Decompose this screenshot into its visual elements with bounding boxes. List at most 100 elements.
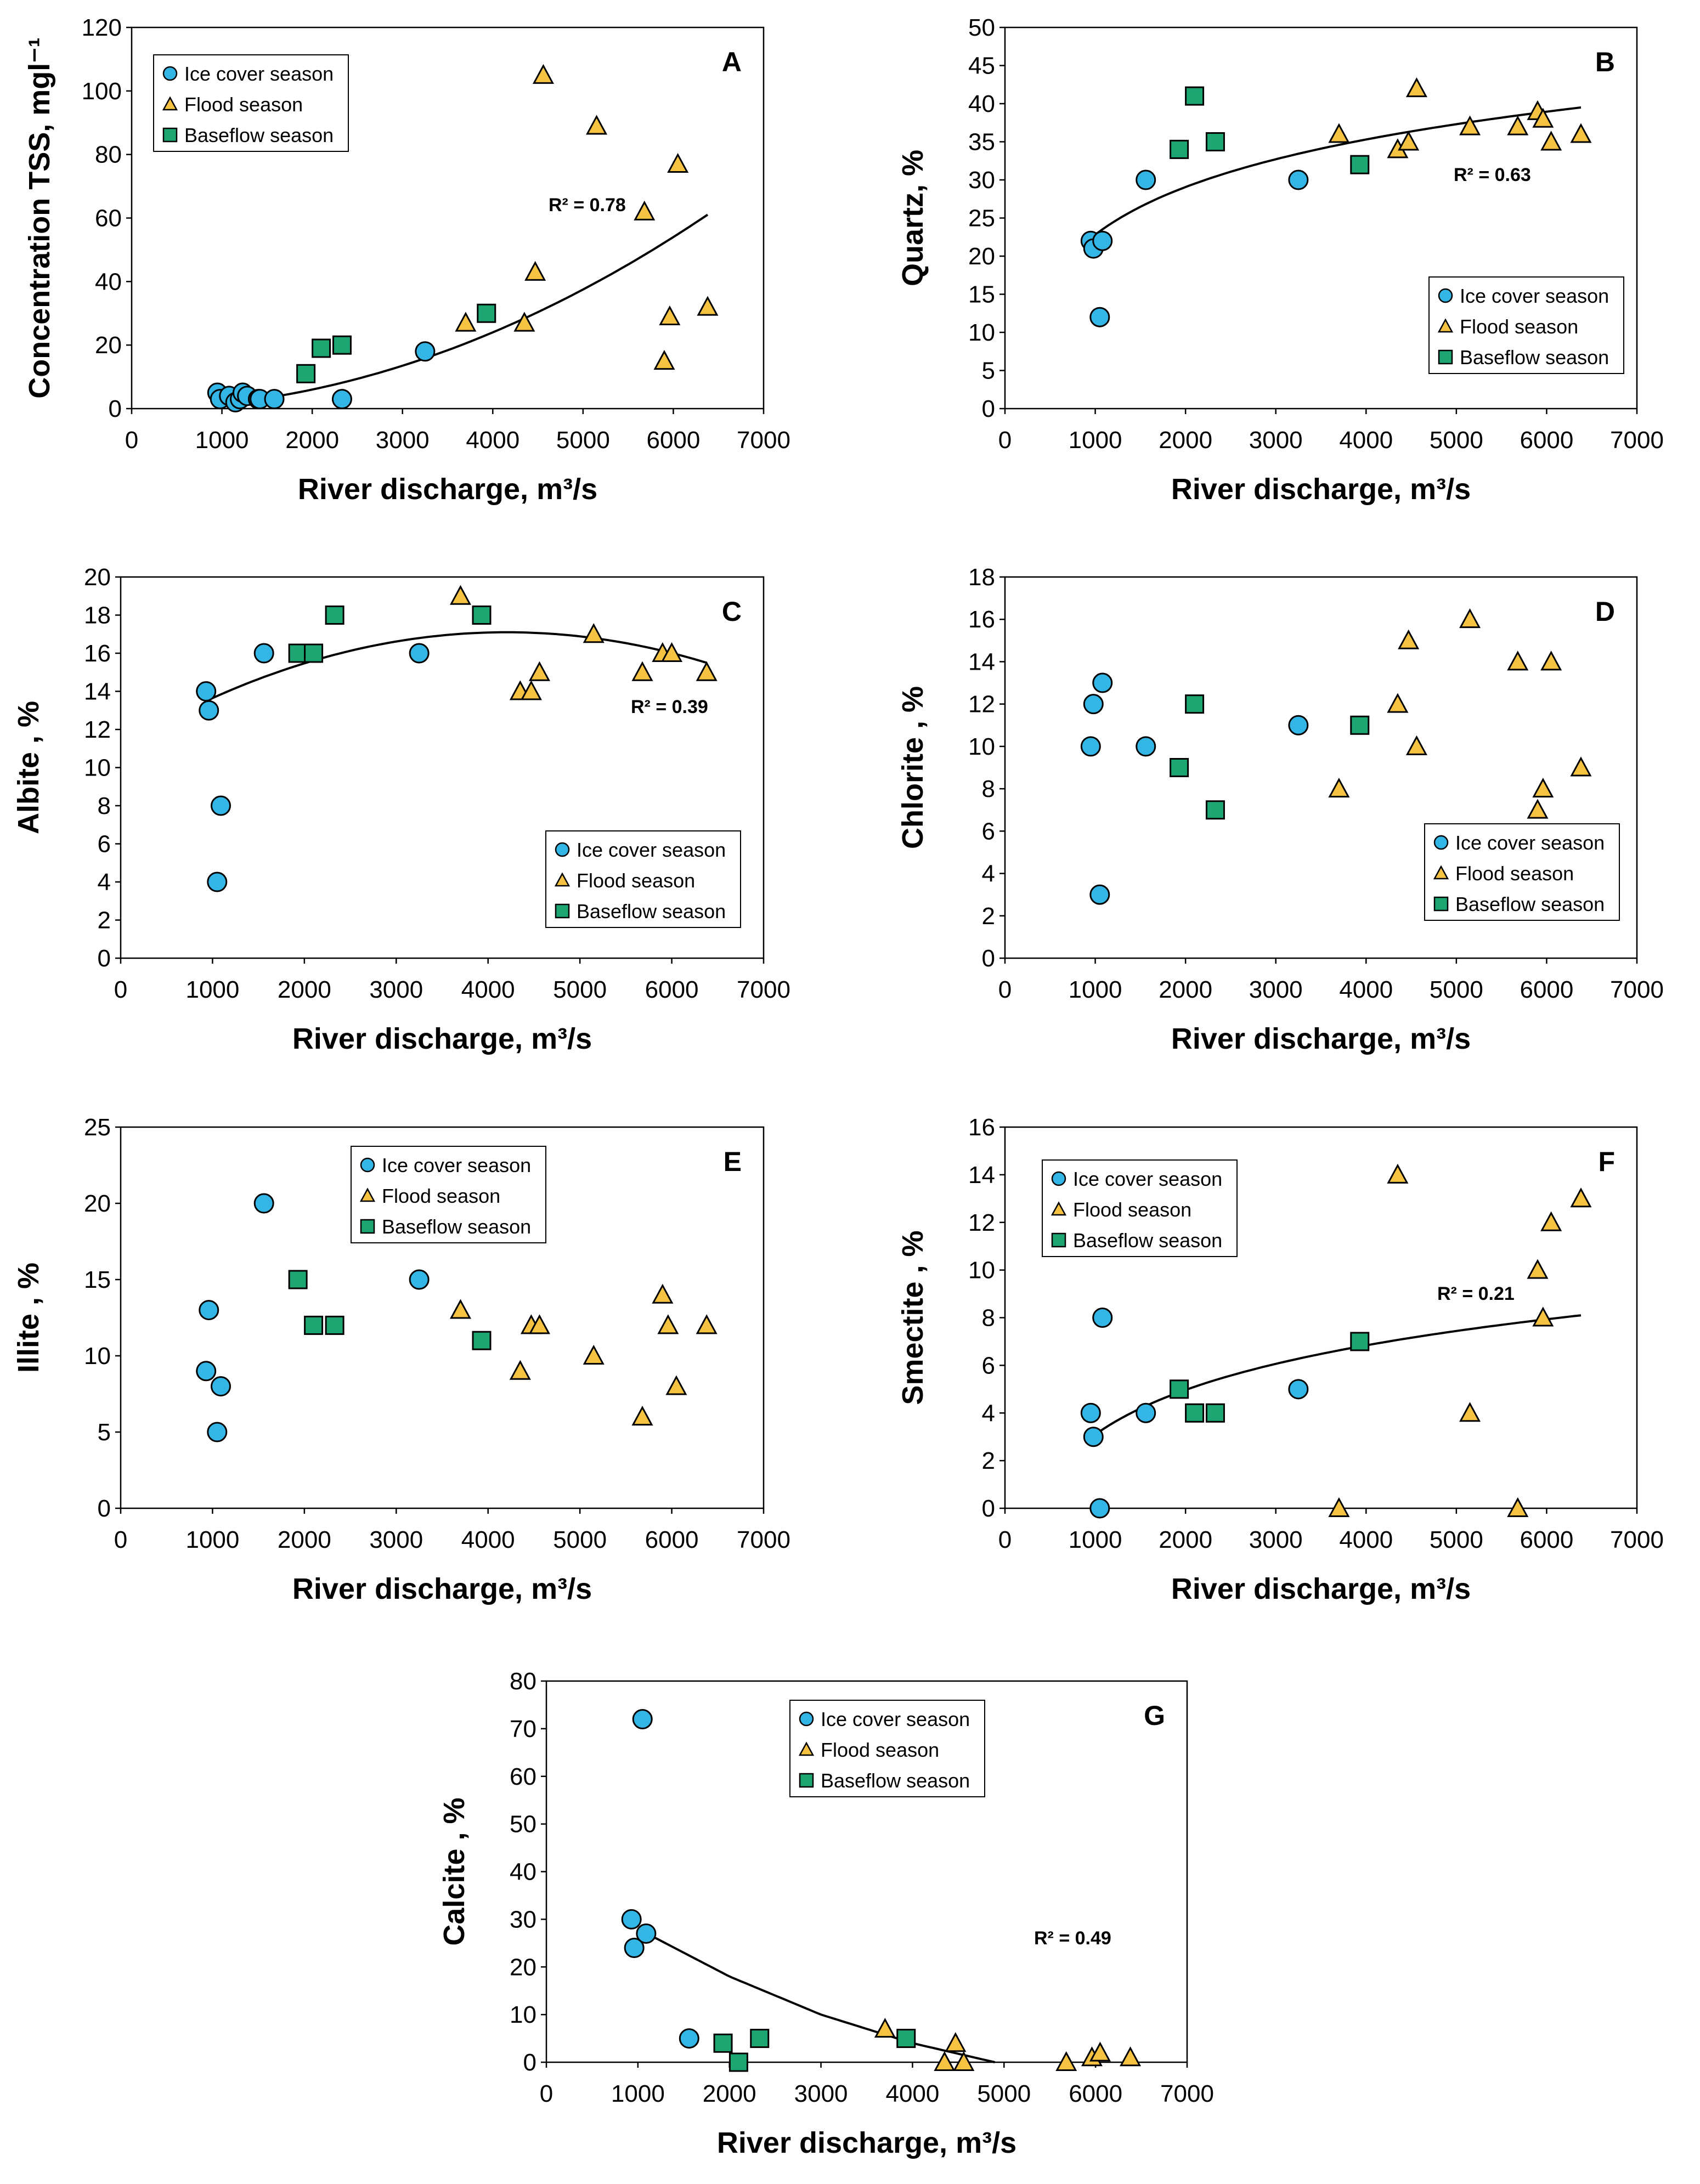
baseflow-point	[1350, 715, 1370, 735]
x-tick-label: 6000	[1520, 427, 1573, 454]
legend: Ice cover season Flood season Baseflow sea…	[351, 1146, 546, 1243]
y-tick-label: 10	[968, 733, 995, 760]
series-ice	[1080, 672, 1309, 905]
y-tick-label: 80	[95, 142, 122, 168]
y-tick-label: 60	[510, 1763, 536, 1790]
y-tick-label: 12	[968, 691, 995, 718]
x-tick-label: 3000	[1249, 976, 1303, 1003]
x-tick-label: 4000	[1339, 1526, 1393, 1553]
x-tick-label: 4000	[1339, 427, 1393, 454]
y-tick-label: 4	[982, 1400, 995, 1427]
baseflow-point	[477, 303, 496, 323]
x-tick-label: 6000	[1520, 1526, 1573, 1553]
baseflow-point	[472, 1331, 492, 1350]
legend-baseflow-marker	[162, 127, 178, 143]
series-flood	[1328, 1163, 1592, 1517]
legend-baseflow-marker	[555, 903, 570, 919]
flood-point	[945, 2032, 967, 2052]
series-flood	[455, 64, 719, 370]
flood-point	[1405, 77, 1427, 98]
legend-ice-marker	[360, 1157, 375, 1173]
legend-label-baseflow: Baseflow season	[1455, 893, 1605, 915]
plot-frame	[1004, 576, 1638, 959]
x-tick-label: 1000	[185, 1526, 239, 1553]
y-tick-label: 12	[968, 1209, 995, 1236]
ice-cover-point	[1089, 884, 1110, 905]
baseflow-point	[304, 643, 324, 663]
ice-cover-point	[409, 1269, 430, 1290]
legend-box	[153, 54, 349, 152]
legend-label-flood: Flood season	[821, 1739, 939, 1761]
legend-flood-marker	[162, 96, 178, 111]
flood-point	[513, 312, 535, 332]
legend-ice-marker	[1433, 835, 1449, 850]
trend-line	[1090, 106, 1582, 239]
flood-point	[667, 152, 689, 173]
flood-point	[653, 349, 675, 370]
baseflow-point	[1170, 139, 1189, 159]
baseflow-point	[1350, 1332, 1370, 1351]
baseflow-point	[1205, 1403, 1225, 1423]
legend: Ice cover season Flood season Baseflow sea…	[153, 54, 349, 152]
legend-baseflow-marker	[1433, 896, 1449, 912]
x-tick-label: 4000	[461, 1526, 515, 1553]
flood-point	[524, 261, 546, 281]
y-tick-label: 6	[982, 1352, 995, 1379]
ice-cover-point	[1136, 736, 1156, 757]
ice-cover-point	[207, 1422, 228, 1442]
y-tick-label: 0	[98, 945, 111, 972]
baseflow-point	[296, 364, 316, 383]
legend-label-flood: Flood season	[1460, 315, 1578, 338]
y-axis-title: Concentration TSS, mgl⁻¹	[23, 37, 56, 399]
series-ice	[621, 1709, 699, 2049]
x-tick-label: 3000	[1249, 1526, 1303, 1553]
legend-label-ice: Ice cover season	[821, 1708, 970, 1730]
flood-point	[634, 200, 656, 220]
plot-frame	[120, 1126, 765, 1509]
x-tick-label: 7000	[1610, 427, 1664, 454]
y-tick-label: 0	[982, 945, 995, 972]
y-tick-label: 15	[968, 281, 995, 308]
x-axis-title: River discharge, m³/s	[292, 1022, 592, 1055]
legend-label-baseflow: Baseflow season	[1460, 346, 1609, 369]
y-tick-label: 40	[510, 1859, 536, 1886]
series-baseflow	[1170, 86, 1370, 174]
x-tick-label: 0	[540, 2080, 553, 2107]
y-tick-label: 80	[510, 1668, 536, 1695]
flood-point	[455, 312, 477, 332]
x-tick-label: 0	[998, 976, 1012, 1003]
baseflow-point	[1350, 155, 1370, 174]
chart-panel-c: 0 2 4 6 8 10 12 14 16 18 20 0 1000 2000 3000 4000 5000 60…	[12, 564, 790, 1055]
flood-point	[934, 2051, 956, 2071]
ice-cover-point	[1288, 1379, 1309, 1400]
flood-point	[1527, 1259, 1549, 1279]
y-tick-label: 18	[968, 564, 995, 591]
flood-point	[1459, 1402, 1481, 1422]
ice-cover-point	[409, 643, 430, 664]
legend-label-flood: Flood season	[1073, 1198, 1191, 1221]
legend: Ice cover season Flood season Baseflow sea…	[545, 830, 741, 928]
legend-box	[789, 1700, 985, 1797]
ice-cover-point	[210, 795, 231, 816]
flood-point	[1398, 131, 1420, 151]
ice-cover-point	[253, 1193, 274, 1214]
y-tick-label: 10	[84, 755, 111, 782]
x-tick-label: 7000	[737, 427, 790, 454]
flood-point	[696, 661, 718, 681]
legend: Ice cover season Flood season Baseflow sea…	[1428, 276, 1624, 374]
y-tick-label: 6	[982, 818, 995, 845]
flood-point	[1055, 2051, 1077, 2071]
legend: Ice cover season Flood season Baseflow sea…	[789, 1700, 985, 1797]
x-tick-label: 0	[114, 1526, 127, 1553]
series-ice	[1080, 1308, 1309, 1519]
y-tick-label: 0	[98, 1495, 111, 1522]
legend-baseflow-marker	[1051, 1232, 1066, 1248]
flood-point	[1405, 735, 1427, 755]
ice-cover-point	[636, 1923, 657, 1944]
trend-line	[222, 213, 709, 405]
series-flood	[1328, 77, 1592, 159]
panel-letter: D	[1595, 596, 1615, 627]
series-ice	[196, 1193, 430, 1442]
baseflow-point	[1170, 758, 1189, 777]
